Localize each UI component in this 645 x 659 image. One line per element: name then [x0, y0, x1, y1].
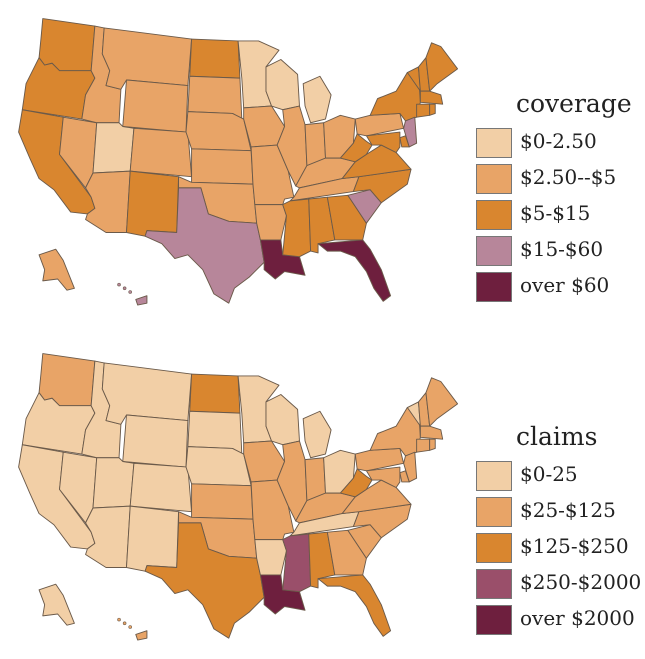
state-md	[365, 131, 401, 153]
state-ga	[326, 529, 367, 576]
state-de	[399, 135, 410, 148]
state-ga	[326, 194, 367, 241]
state-ma	[419, 425, 444, 440]
legend-title: coverage	[516, 89, 632, 118]
legend-label: $125-$250	[520, 534, 629, 558]
state-me	[425, 377, 459, 427]
state-ri	[429, 438, 436, 451]
legend-label: $250-$2000	[520, 570, 642, 594]
state-ak	[38, 248, 75, 291]
island-mark	[117, 282, 121, 287]
legend-swatch	[476, 605, 512, 635]
legend-swatch	[476, 236, 512, 266]
state-md	[365, 466, 401, 488]
state-co	[129, 127, 193, 178]
state-nm	[126, 170, 180, 237]
state-wa	[38, 353, 96, 407]
state-fl	[317, 239, 392, 302]
legend-swatch	[476, 533, 512, 563]
legend-label: over $60	[520, 273, 610, 297]
legend-swatch	[476, 272, 512, 302]
island-mark	[128, 290, 132, 294]
legend-item: $0-2.50	[476, 126, 632, 162]
legend-item: $2.50--$5	[476, 162, 632, 198]
state-ms	[282, 533, 312, 593]
legend-swatch	[476, 461, 512, 491]
state-hi	[135, 295, 148, 306]
state-wv	[339, 133, 373, 163]
state-wi	[265, 59, 300, 111]
state-mt	[101, 362, 193, 425]
legend-item: over $2000	[476, 603, 635, 639]
legend-item: over $60	[476, 270, 632, 306]
state-ri	[429, 103, 436, 116]
state-ut	[92, 457, 135, 509]
state-ms	[282, 198, 312, 258]
state-wa	[38, 18, 96, 72]
legend-item: $0-25	[476, 459, 597, 495]
state-mt	[101, 27, 193, 90]
state-wy	[122, 79, 189, 133]
state-ak	[38, 583, 75, 626]
us-map-coverage	[18, 18, 459, 306]
island-mark	[128, 625, 132, 629]
state-ma	[419, 90, 444, 105]
state-ks	[191, 148, 254, 185]
state-me	[425, 42, 459, 92]
state-de	[399, 470, 410, 483]
us-map-claims	[18, 353, 459, 641]
state-fl	[317, 574, 392, 637]
state-az	[85, 170, 131, 233]
state-mi	[302, 75, 332, 124]
legend-label: $0-2.50	[520, 129, 597, 153]
legend-label: $25-$125	[520, 498, 616, 522]
state-wv	[339, 468, 373, 498]
legend-swatch	[476, 497, 512, 527]
state-wi	[265, 394, 300, 446]
legend-coverage: coverage $0-2.50 $2.50--$5 $5-$15 $15-$6…	[476, 88, 632, 306]
state-nd	[189, 373, 241, 414]
legend-swatch	[476, 164, 512, 194]
state-ct	[416, 438, 431, 453]
legend-swatch	[476, 200, 512, 230]
state-tx	[144, 187, 265, 304]
legend-label: over $2000	[520, 606, 635, 630]
island-mark	[122, 621, 127, 626]
state-ne	[185, 446, 252, 487]
state-ks	[191, 483, 254, 520]
legend-label: $2.50--$5	[520, 165, 617, 189]
state-nd	[189, 38, 241, 79]
legend-item: $15-$60	[476, 234, 632, 270]
state-wy	[122, 414, 189, 468]
state-ct	[416, 103, 431, 118]
state-hi	[135, 630, 148, 641]
legend-swatch	[476, 569, 512, 599]
island-mark	[117, 617, 121, 622]
state-la	[259, 239, 306, 280]
legend-item: $125-$250	[476, 531, 629, 567]
state-ut	[92, 122, 135, 174]
legend-label: $0-25	[520, 462, 578, 486]
island-mark	[122, 286, 127, 291]
legend-label: $15-$60	[520, 237, 604, 261]
state-nj	[403, 116, 418, 148]
state-mi	[302, 410, 332, 459]
state-ar	[254, 204, 287, 241]
legend-swatch	[476, 128, 512, 158]
legend-item: $25-$125	[476, 495, 616, 531]
legend-label: $5-$15	[520, 201, 591, 225]
legend-title: claims	[516, 422, 598, 451]
state-tx	[144, 522, 265, 639]
legend-item: $250-$2000	[476, 567, 641, 603]
legend-claims: claims $0-25 $25-$125 $125-$250 $250-$20…	[476, 421, 641, 639]
state-nj	[403, 451, 418, 483]
state-co	[129, 462, 193, 513]
legend-item: $5-$15	[476, 198, 632, 234]
state-ne	[185, 111, 252, 152]
state-az	[85, 505, 131, 568]
state-la	[259, 574, 306, 615]
state-ar	[254, 539, 287, 576]
state-nm	[126, 505, 180, 572]
